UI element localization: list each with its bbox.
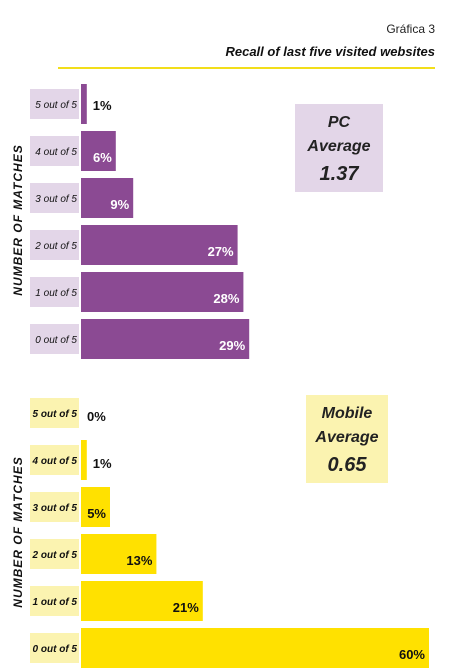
value-label: 0%: [87, 409, 106, 424]
bar: [81, 534, 157, 574]
figure-title: Recall of last five visited websites: [225, 44, 435, 59]
average-box: [295, 104, 383, 192]
category-label-bg: [30, 89, 79, 119]
average-box-subtitle: Average: [314, 429, 378, 446]
value-label: 1%: [93, 98, 112, 113]
figure-number: Gráfica 3: [386, 22, 435, 36]
value-label: 27%: [208, 244, 234, 259]
category-label-bg: [30, 277, 79, 307]
category-label: 4 out of 5: [35, 147, 77, 158]
bar: [81, 440, 87, 480]
value-label: 1%: [93, 456, 112, 471]
bar: [81, 131, 116, 171]
average-box-value: 0.65: [328, 454, 368, 476]
average-box-title: PC: [328, 114, 351, 131]
category-label-bg: [30, 136, 79, 166]
category-label-bg: [30, 492, 79, 522]
category-label: 0 out of 5: [35, 335, 77, 346]
average-box-title: Mobile: [322, 405, 373, 422]
value-label: 60%: [399, 647, 425, 662]
average-box-subtitle: Average: [306, 138, 370, 155]
bar: [81, 225, 238, 265]
category-label-bg: [30, 539, 79, 569]
value-label: 9%: [110, 197, 129, 212]
bar: [81, 487, 110, 527]
y-axis-label: NUMBER OF MATCHES: [11, 144, 25, 295]
bar: [81, 178, 134, 218]
value-label: 13%: [126, 553, 152, 568]
category-label: 5 out of 5: [33, 409, 78, 420]
category-label-bg: [30, 324, 79, 354]
value-label: 29%: [219, 338, 245, 353]
category-label-bg: [30, 183, 79, 213]
category-label-bg: [30, 398, 79, 428]
category-label-bg: [30, 230, 79, 260]
bar: [81, 581, 203, 621]
category-label: 3 out of 5: [35, 194, 77, 205]
category-label: 2 out of 5: [32, 550, 78, 561]
value-label: 6%: [93, 150, 112, 165]
value-label: 5%: [87, 506, 106, 521]
bar: [81, 272, 244, 312]
category-label: 1 out of 5: [33, 597, 78, 608]
value-label: 28%: [213, 291, 239, 306]
category-label: 2 out of 5: [34, 241, 77, 252]
bar: [81, 84, 87, 124]
category-label-bg: [30, 586, 79, 616]
category-label: 4 out of 5: [32, 456, 78, 467]
value-label: 21%: [173, 600, 199, 615]
category-label: 3 out of 5: [33, 503, 78, 514]
average-box: [306, 395, 388, 483]
bar: [81, 628, 429, 668]
category-label: 0 out of 5: [33, 644, 78, 655]
category-label-bg: [30, 633, 79, 663]
bar: [81, 319, 250, 359]
average-box-value: 1.37: [320, 163, 360, 185]
category-label-bg: [30, 445, 79, 475]
y-axis-label: NUMBER OF MATCHES: [11, 456, 25, 607]
category-label: 1 out of 5: [35, 288, 77, 299]
title-rule: [58, 67, 435, 69]
category-label: 5 out of 5: [35, 100, 77, 111]
